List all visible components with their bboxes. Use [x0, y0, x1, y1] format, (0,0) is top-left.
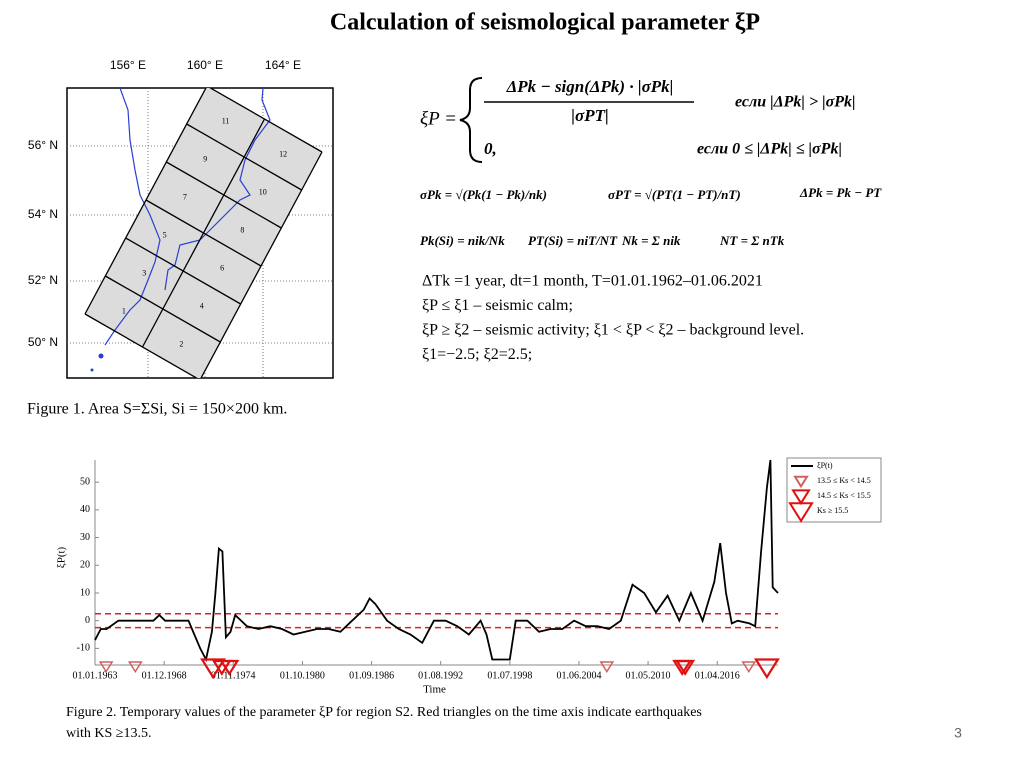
- strip-line: [186, 123, 302, 191]
- legend-swatch: [793, 475, 809, 489]
- strip-grid: [84, 88, 323, 378]
- legend-swatch: [791, 489, 811, 506]
- x-tick-label: 01.09.1986: [349, 670, 394, 681]
- brace: [459, 77, 483, 163]
- y-tick-label: 30: [80, 532, 90, 543]
- cell-label: 3: [142, 268, 146, 277]
- figure-caption: with KS ≥13.5.: [66, 726, 151, 741]
- cell-label: 10: [259, 187, 267, 196]
- cell-label: 4: [200, 301, 204, 310]
- strip-line: [125, 237, 241, 305]
- island: [98, 353, 104, 359]
- cell-label: 11: [222, 116, 230, 125]
- x-tick-label: 01.07.1998: [487, 670, 532, 681]
- figure-caption: Figure 2. Temporary values of the parame…: [66, 705, 702, 720]
- x-axis-label: Time: [423, 684, 446, 696]
- cell-label: 5: [163, 230, 167, 239]
- y-tick-label: 20: [80, 560, 90, 571]
- strip-line: [166, 161, 282, 229]
- formula: ξP =: [420, 108, 457, 129]
- earthquake-marker: [753, 658, 780, 680]
- earthquake-marker: [127, 661, 143, 674]
- lat-label: 50° N: [28, 335, 58, 349]
- lon-label: 160° E: [187, 58, 223, 72]
- earthquake-marker: [200, 658, 227, 680]
- formula: ΔPk = Pk − PT: [799, 185, 882, 200]
- x-tick-label: 01.11.1974: [211, 670, 256, 681]
- cell-label: 9: [203, 154, 207, 163]
- formula: ΔPk − sign(ΔPk) · |σPk|: [506, 77, 674, 96]
- x-tick-label: 01.04.2016: [695, 670, 740, 681]
- lat-label: 54° N: [28, 207, 58, 221]
- cell-label: 1: [122, 306, 126, 315]
- strip-line: [84, 313, 198, 378]
- coastline: [104, 88, 161, 346]
- earthquake-marker: [599, 661, 615, 674]
- slide-title: Calculation of seismological parameter ξ…: [330, 10, 760, 36]
- x-tick-label: 01.06.2004: [557, 670, 602, 681]
- figure-caption: Figure 1. Area S=ΣSi, Si = 150×200 km.: [27, 401, 287, 418]
- formula: Nk = Σ nik: [621, 233, 681, 248]
- earthquake-marker: [98, 661, 114, 674]
- formula: 0,: [484, 139, 497, 158]
- y-tick-label: 0: [85, 615, 90, 626]
- formula: PT(Si) = niT/NT: [528, 233, 618, 248]
- x-tick-label: 01.12.1968: [142, 670, 187, 681]
- x-tick-label: 01.10.1980: [280, 670, 325, 681]
- cell-label: 7: [183, 192, 187, 201]
- coastline: [164, 88, 271, 291]
- strip-line: [105, 275, 221, 343]
- x-tick-label: 01.05.2010: [626, 670, 671, 681]
- legend-label: 13.5 ≤ Ks < 14.5: [817, 476, 871, 485]
- earthquake-marker: [675, 659, 696, 676]
- formulas: ξP = ΔPk − sign(ΔPk) · |σPk| |σPT| если …: [420, 77, 882, 248]
- y-tick-label: 40: [80, 504, 90, 515]
- legend-label: 14.5 ≤ Ks < 15.5: [817, 491, 871, 500]
- strip-line: [209, 88, 323, 153]
- strip-line: [145, 199, 262, 267]
- formula: σPT = √(PT(1 − PT)/nT): [608, 187, 741, 202]
- y-axis-label: ξP(t): [56, 546, 68, 568]
- formula: σPk = √(Pk(1 − Pk)/nk): [420, 187, 547, 202]
- earthquake-marker: [219, 659, 240, 676]
- legend-label: ξP(t): [817, 461, 833, 470]
- note-line: ΔTk =1 year, dt=1 month, T=01.01.1962–01…: [422, 273, 763, 290]
- formula: |σPT|: [571, 106, 608, 125]
- chart: -10 0 10 20 30 40 50 01.01.1963 01.12.1968 01.11.…: [56, 457, 882, 696]
- note-line: ξ1=−2.5; ξ2=2.5;: [422, 346, 532, 363]
- note-line: ξP ≥ ξ2 – seismic activity; ξ1 < ξP < ξ2…: [422, 322, 804, 339]
- formula: Pk(Si) = nik/Nk: [420, 233, 505, 248]
- earthquake-marker: [741, 661, 757, 674]
- cell-label: 6: [220, 263, 224, 272]
- series-line: [94, 459, 779, 663]
- lat-label: 52° N: [28, 273, 58, 287]
- x-tick-label: 01.08.1992: [418, 670, 463, 681]
- formula: если 0 ≤ |ΔPk| ≤ |σPk|: [697, 141, 842, 158]
- y-tick-label: 50: [80, 476, 90, 487]
- lon-label: 164° E: [265, 58, 301, 72]
- island: [90, 368, 94, 372]
- notes: ΔTk =1 year, dt=1 month, T=01.01.1962–01…: [422, 273, 804, 364]
- x-tick-label: 01.01.1963: [73, 670, 118, 681]
- page-number: 3: [954, 725, 962, 741]
- y-tick-label: -10: [77, 643, 90, 654]
- lat-label: 56° N: [28, 138, 58, 152]
- formula: NT = Σ nTk: [719, 233, 785, 248]
- legend-swatch: [788, 502, 814, 523]
- y-tick-label: 10: [80, 587, 90, 598]
- cell-label: 2: [179, 339, 183, 348]
- formula: если |ΔPk| > |σPk|: [735, 94, 856, 111]
- note-line: ξP ≤ ξ1 – seismic calm;: [422, 297, 573, 314]
- lon-label: 156° E: [110, 58, 146, 72]
- cell-label: 12: [279, 149, 287, 158]
- legend-label: Ks ≥ 15.5: [817, 506, 848, 515]
- cell-label: 8: [240, 225, 244, 234]
